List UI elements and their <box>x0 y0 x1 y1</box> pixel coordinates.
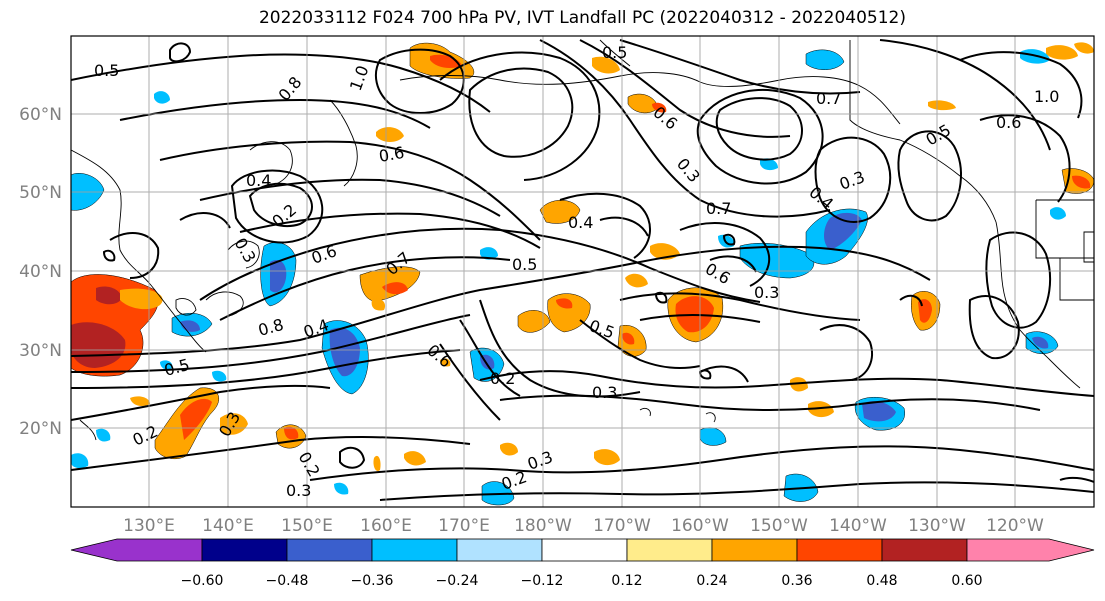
colorbar-tick-label: −0.24 <box>436 573 479 589</box>
contour-label: 0.5 <box>512 255 537 274</box>
pv-contour-lines <box>71 39 1094 501</box>
colorbar-tick-label: −0.48 <box>266 573 309 589</box>
colorbar-segment <box>371 538 458 562</box>
longitude-tick-label: 140°W <box>829 516 887 536</box>
map-frame <box>70 35 1095 508</box>
contour-label: 0.7 <box>816 89 841 108</box>
colorbar-tick-label: −0.60 <box>181 573 224 589</box>
colorbar-tick-label: 0.36 <box>781 573 812 589</box>
colorbar-ticks: −0.60 −0.48 −0.36 −0.24 −0.12 0.12 0.24 … <box>181 573 983 589</box>
contour-label: 0.6 <box>996 113 1021 132</box>
colorbar-segment <box>966 538 1095 562</box>
latitude-axis: 60°N 50°N 40°N 30°N 20°N <box>19 105 62 439</box>
contour-label: 1.0 <box>1034 87 1059 106</box>
colorbar-tick-label: 0.48 <box>866 573 897 589</box>
colorbar-tick-label: −0.12 <box>521 573 564 589</box>
colorbar-segment <box>70 538 203 562</box>
map-plot-area: 0.5 0.8 1.0 0.6 0.4 0.2 0.3 0.6 0.7 0.4 … <box>71 36 1094 507</box>
longitude-tick-label: 150°E <box>281 516 333 536</box>
colorbar-tick-label: −0.36 <box>351 573 394 589</box>
longitude-axis: 130°E 140°E 150°E 160°E 170°E 180°W 170°… <box>123 516 1044 536</box>
map-title: 2022033112 F024 700 hPa PV, IVT Landfall… <box>258 8 906 28</box>
longitude-tick-label: 130°E <box>123 516 175 536</box>
longitude-tick-label: 170°E <box>438 516 490 536</box>
colorbar-segment <box>626 538 713 562</box>
contour-label: 0.3 <box>592 383 617 402</box>
longitude-tick-label: 120°W <box>986 516 1044 536</box>
latitude-tick-label: 40°N <box>19 262 62 282</box>
contour-label: 0.4 <box>246 171 271 190</box>
colorbar-tick-label: 0.24 <box>696 573 727 589</box>
longitude-tick-label: 150°W <box>750 516 808 536</box>
colorbar-tick-label: 0.12 <box>611 573 642 589</box>
contour-label: 0.5 <box>602 43 627 62</box>
longitude-tick-label: 180°W <box>514 516 572 536</box>
latitude-tick-label: 60°N <box>19 105 62 125</box>
latitude-tick-label: 20°N <box>19 419 62 439</box>
contour-label: 0.4 <box>568 213 593 232</box>
colorbar-segment <box>286 538 373 562</box>
latitude-tick-label: 50°N <box>19 183 62 203</box>
longitude-tick-label: 160°E <box>360 516 412 536</box>
colorbar-segment <box>201 538 288 562</box>
coastlines <box>71 39 1094 441</box>
colorbar <box>70 538 1095 562</box>
colorbar-segment <box>541 538 628 562</box>
colorbar-tick-label: 0.60 <box>951 573 982 589</box>
latitude-tick-label: 30°N <box>19 341 62 361</box>
contour-label: 0.7 <box>706 199 731 218</box>
colorbar-segment <box>711 538 798 562</box>
contour-label: 0.5 <box>94 61 119 80</box>
contour-label: 0.3 <box>286 481 311 500</box>
longitude-tick-label: 170°W <box>593 516 651 536</box>
colorbar-segment <box>456 538 543 562</box>
colorbar-segment <box>881 538 968 562</box>
contour-label: 0.3 <box>754 283 779 302</box>
longitude-tick-label: 160°W <box>671 516 729 536</box>
contour-label: 0.2 <box>490 369 515 388</box>
graticule <box>71 36 1094 507</box>
colorbar-segment <box>796 538 883 562</box>
longitude-tick-label: 140°E <box>202 516 254 536</box>
contour-label: 0.6 <box>377 143 405 166</box>
contour-label-group: 0.5 0.8 1.0 0.6 0.4 0.2 0.3 0.6 0.7 0.4 … <box>94 43 1059 500</box>
longitude-tick-label: 130°W <box>908 516 966 536</box>
